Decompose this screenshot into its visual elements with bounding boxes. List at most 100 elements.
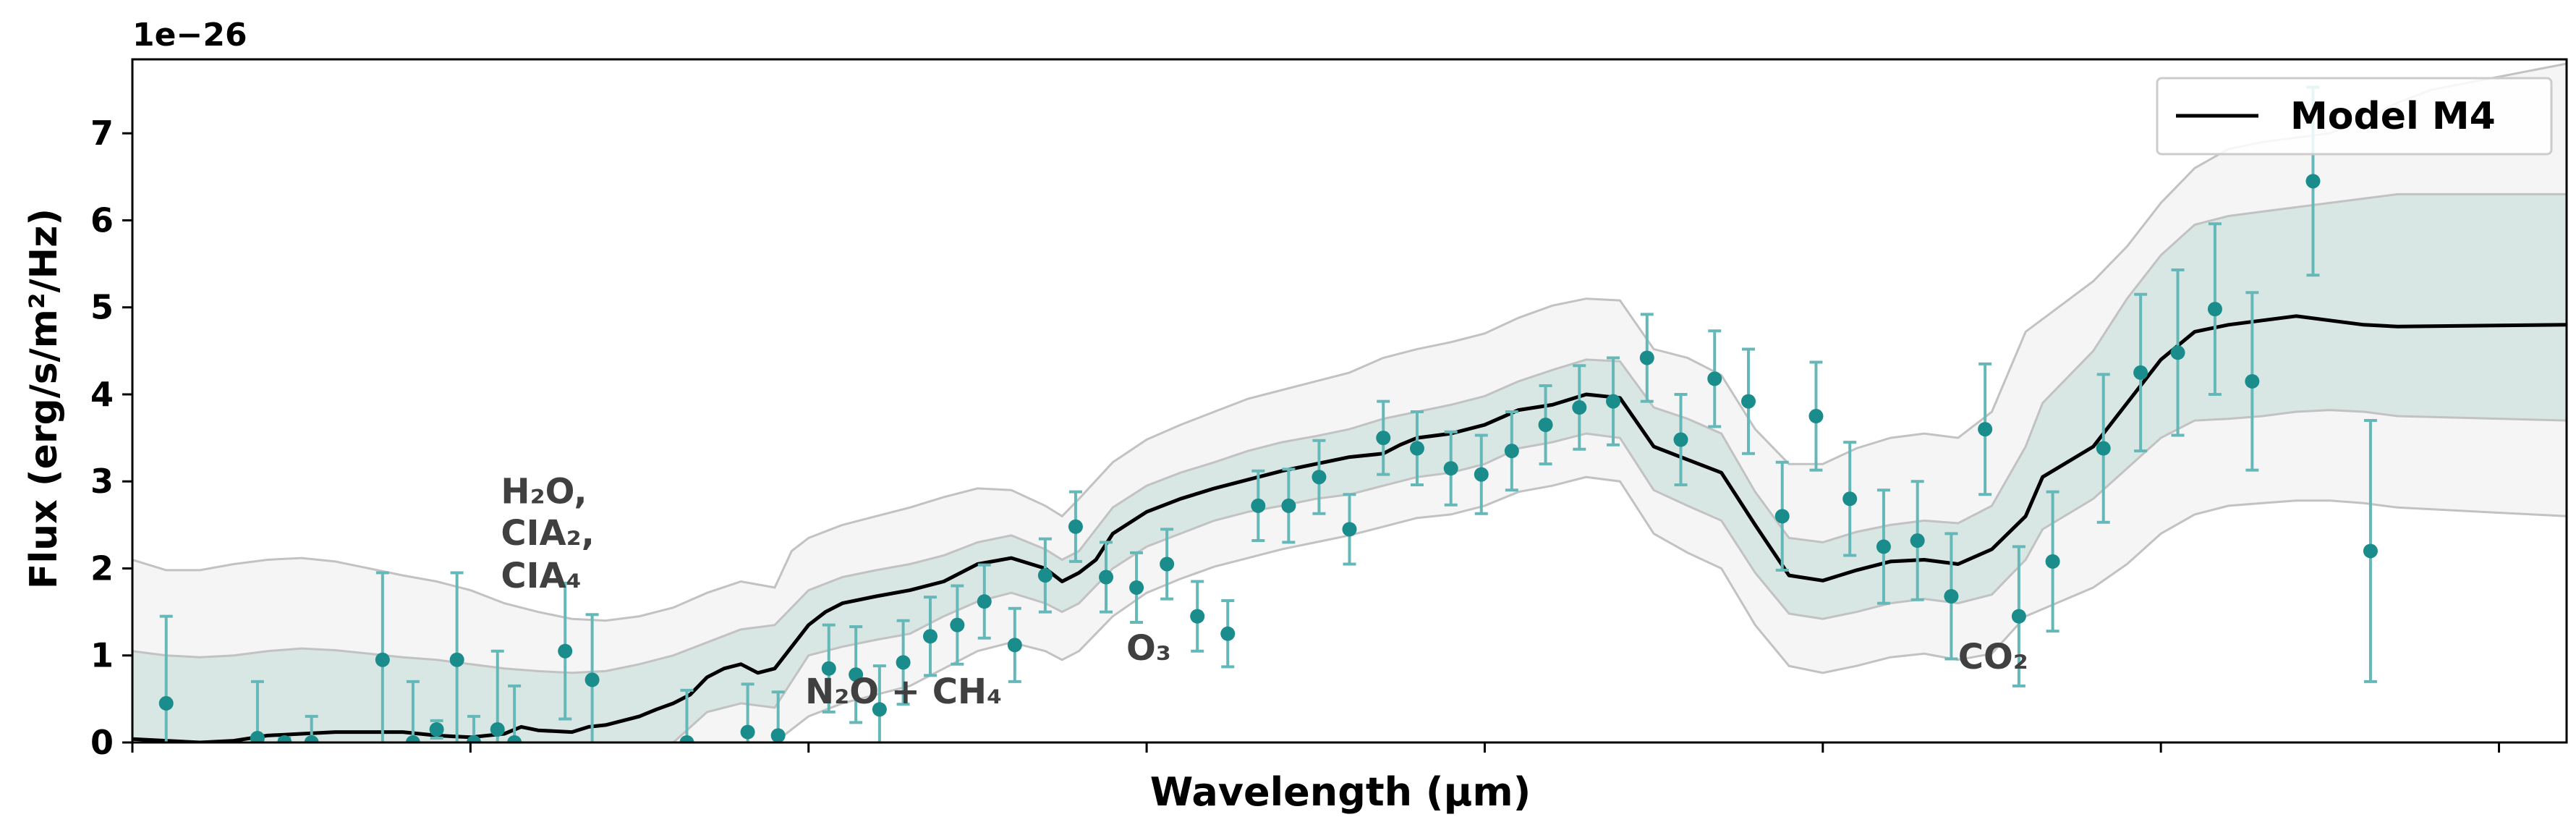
data-marker — [1740, 394, 1756, 409]
observation-point-57 — [2096, 373, 2111, 524]
data-marker — [1409, 441, 1424, 456]
data-marker — [1342, 522, 1357, 537]
data-marker — [1474, 467, 1489, 482]
band-1sigma-upper-edge — [132, 192, 2567, 674]
data-marker — [1707, 371, 1722, 386]
observation-point-52 — [1910, 480, 1925, 601]
data-marker — [679, 735, 694, 742]
y-tick-label-1: 1 — [90, 636, 114, 675]
data-marker — [585, 672, 600, 687]
data-marker — [1190, 609, 1205, 624]
y-tick-label-0: 0 — [90, 723, 114, 762]
y-offset-label: 1e−26 — [132, 17, 247, 54]
data-marker — [2133, 365, 2148, 380]
observation-point-61 — [2245, 291, 2260, 472]
data-marker — [2245, 373, 2260, 389]
data-marker — [1504, 444, 1519, 459]
observation-point-33 — [1281, 467, 1296, 544]
observation-point-13 — [585, 613, 600, 742]
observation-point-35 — [1342, 493, 1357, 566]
data-marker — [158, 695, 174, 711]
observation-point-32 — [1251, 469, 1266, 543]
data-marker — [1944, 588, 1959, 604]
model-m4-line — [132, 314, 2567, 742]
data-marker — [490, 721, 505, 737]
y-tick-label-7: 7 — [90, 114, 114, 153]
data-marker — [740, 724, 755, 740]
y-tick-label-5: 5 — [90, 288, 114, 327]
data-marker — [770, 728, 786, 742]
y-tick-label-2: 2 — [90, 549, 114, 588]
data-marker — [429, 721, 444, 737]
confidence-bands — [132, 62, 2567, 742]
data-marker — [304, 735, 319, 742]
data-marker — [507, 735, 522, 742]
band-1sigma-lower-edge — [132, 409, 2567, 742]
observation-point-19 — [872, 664, 887, 742]
observation-point-53 — [1944, 532, 1959, 661]
data-marker — [1281, 498, 1296, 513]
observation-point-59 — [2170, 268, 2185, 437]
observation-point-29 — [1160, 528, 1175, 601]
observation-point-41 — [1538, 384, 1553, 466]
observation-point-27 — [1099, 541, 1113, 614]
observation-point-5 — [375, 571, 390, 742]
data-marker — [558, 643, 573, 659]
observation-point-30 — [1190, 580, 1205, 653]
data-marker — [1129, 580, 1144, 595]
observation-point-1 — [158, 614, 174, 742]
axes: 0 1 2 3 4 5 6 7 — [90, 58, 2568, 762]
data-marker — [250, 730, 265, 742]
data-marker — [1312, 470, 1327, 485]
observation-point-36 — [1376, 399, 1391, 476]
data-marker — [1606, 394, 1621, 409]
observation-point-15 — [740, 682, 755, 742]
observation-point-50 — [1842, 441, 1858, 557]
observation-point-12 — [558, 581, 573, 721]
data-marker — [2045, 554, 2060, 569]
observation-point-49 — [1808, 360, 1824, 472]
legend-box — [2156, 77, 2553, 156]
data-marker — [1037, 568, 1053, 583]
model-line-group — [132, 314, 2567, 742]
data-marker — [896, 655, 911, 670]
data-marker — [1876, 539, 1891, 554]
observation-point-37 — [1409, 410, 1424, 487]
y-tick-label-4: 4 — [90, 375, 114, 414]
annotation-label-5: O₃ — [1126, 628, 1171, 669]
data-marker — [449, 652, 464, 667]
observation-point-14 — [679, 688, 694, 742]
observation-point-22 — [950, 584, 965, 666]
observation-point-45 — [1673, 392, 1688, 487]
x-axis-label: Wavelength (μm) — [1150, 769, 1531, 815]
data-marker — [1251, 498, 1266, 513]
observation-point-6 — [405, 680, 420, 742]
data-marker — [2011, 609, 2026, 624]
annotation-label-6: CO₂ — [1958, 637, 2028, 677]
observation-point-42 — [1572, 364, 1587, 451]
data-marker — [872, 702, 887, 717]
data-marker — [2363, 543, 2378, 559]
observation-point-16 — [770, 690, 786, 742]
observation-point-28 — [1129, 551, 1144, 625]
observation-point-11 — [507, 684, 522, 742]
observation-point-47 — [1740, 347, 1756, 455]
observation-point-21 — [922, 596, 938, 677]
legend: Model M4 — [2156, 77, 2553, 156]
observation-point-24 — [1007, 606, 1022, 683]
observation-point-26 — [1068, 490, 1083, 563]
observation-point-4 — [304, 714, 319, 742]
data-marker — [2207, 302, 2222, 317]
data-marker — [1808, 409, 1824, 424]
annotation-label-1: H₂O, — [501, 471, 587, 512]
y-tick-label-6: 6 — [90, 200, 114, 240]
data-marker — [821, 661, 836, 676]
observation-point-2 — [250, 680, 265, 742]
observation-point-20 — [896, 619, 911, 706]
band-2sigma-upper-edge — [132, 62, 2567, 622]
data-marker — [1220, 626, 1236, 641]
observation-point-44 — [1639, 313, 1654, 403]
annotation-label-4: N₂O + CH₄ — [805, 672, 1002, 712]
data-marker — [1774, 509, 1790, 524]
